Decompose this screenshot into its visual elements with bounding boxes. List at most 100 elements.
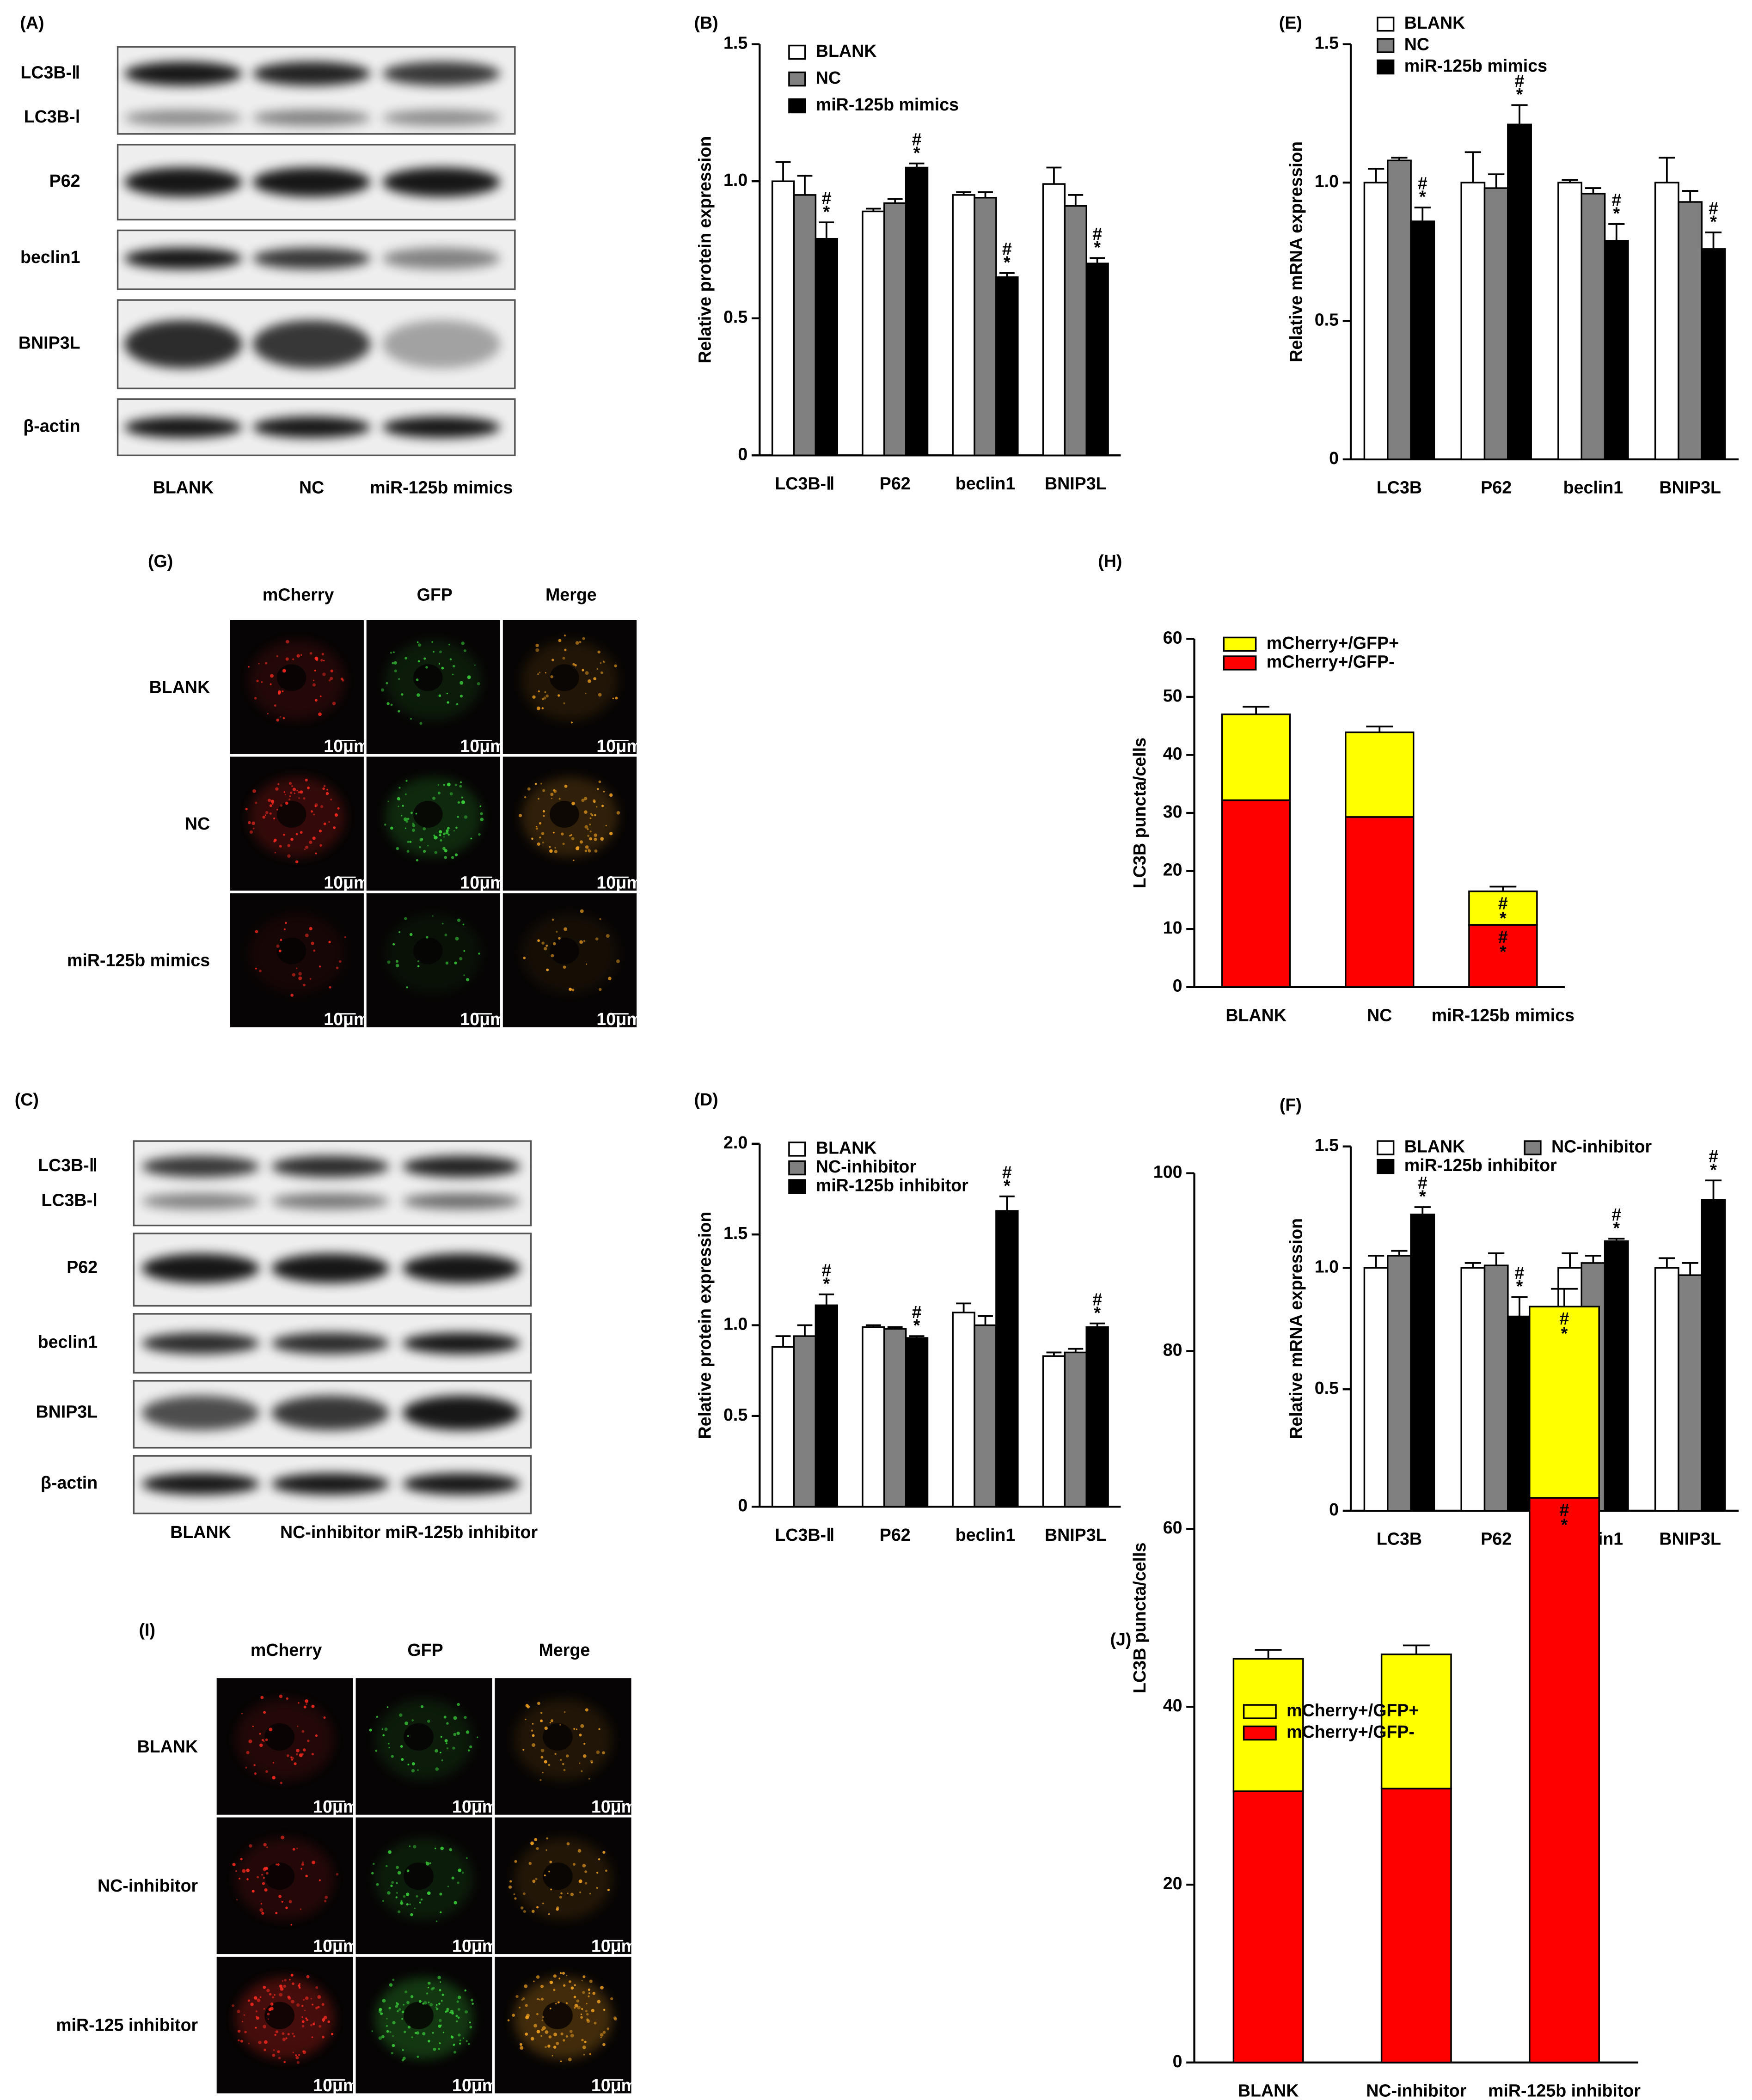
puncta	[449, 2012, 451, 2014]
puncta	[410, 1913, 413, 1917]
puncta	[281, 1900, 283, 1903]
puncta	[260, 1696, 264, 1699]
error-bar	[1414, 1206, 1431, 1215]
puncta	[411, 1719, 414, 1722]
puncta	[518, 814, 522, 818]
y-tick-label: 0	[738, 1496, 747, 1515]
nucleus	[276, 937, 306, 965]
puncta	[438, 2024, 441, 2028]
puncta	[275, 787, 279, 791]
bar	[1064, 205, 1087, 457]
puncta	[551, 2055, 553, 2057]
puncta	[464, 1989, 466, 1992]
significance-mark: #	[821, 189, 831, 208]
puncta	[285, 640, 289, 644]
puncta	[576, 1728, 578, 1730]
puncta	[410, 812, 413, 814]
puncta	[428, 2002, 430, 2003]
puncta	[307, 786, 310, 789]
bar	[995, 276, 1019, 457]
puncta	[570, 721, 573, 724]
puncta	[536, 825, 538, 827]
puncta	[382, 1734, 385, 1737]
puncta	[319, 830, 322, 833]
puncta	[454, 783, 457, 787]
puncta	[263, 1985, 266, 1989]
blot-band	[124, 61, 242, 86]
blot-band	[252, 248, 371, 269]
puncta	[616, 959, 620, 964]
puncta	[535, 648, 539, 652]
puncta	[560, 1759, 562, 1761]
nucleus	[264, 2002, 295, 2029]
puncta	[570, 834, 573, 836]
bar	[771, 1346, 795, 1508]
blot-band	[141, 1193, 260, 1209]
puncta	[319, 2025, 322, 2028]
puncta	[419, 838, 423, 842]
bar	[1085, 262, 1109, 457]
puncta	[409, 841, 412, 843]
puncta	[255, 967, 257, 970]
puncta	[290, 1756, 293, 1758]
puncta	[544, 1726, 548, 1730]
legend-swatch	[1377, 16, 1395, 32]
error-bar	[978, 191, 993, 198]
puncta	[307, 1740, 310, 1742]
puncta	[609, 793, 613, 797]
puncta	[298, 1702, 300, 1704]
scale-bar-label: 10μm	[460, 873, 505, 892]
significance-mark: #	[912, 1302, 922, 1322]
significance-mark: *	[1004, 253, 1011, 272]
puncta	[398, 710, 400, 713]
puncta	[267, 2013, 270, 2016]
puncta	[261, 1911, 264, 1915]
puncta	[589, 817, 592, 819]
puncta	[272, 1996, 274, 1998]
puncta	[553, 2033, 557, 2037]
blot-row-label: β-actin	[23, 416, 80, 435]
puncta	[533, 1980, 535, 1983]
image-row-label: NC-inhibitor	[98, 1876, 198, 1895]
puncta	[536, 2013, 539, 2015]
puncta	[435, 1749, 438, 1753]
puncta	[543, 946, 547, 951]
puncta	[607, 1888, 610, 1892]
blot-band	[124, 248, 242, 269]
puncta	[279, 1694, 283, 1698]
puncta	[548, 2035, 552, 2039]
puncta	[239, 1877, 241, 1880]
puncta	[271, 803, 274, 805]
puncta	[563, 965, 566, 969]
puncta	[393, 661, 397, 665]
significance-mark: #	[1092, 1289, 1102, 1309]
x-tick-label: P62	[1481, 478, 1512, 497]
puncta	[253, 1764, 256, 1766]
panel-label: (C)	[15, 1090, 39, 1109]
puncta	[527, 1705, 530, 1709]
puncta	[310, 1998, 312, 2000]
puncta	[536, 2030, 540, 2033]
puncta	[305, 1874, 308, 1878]
puncta	[417, 2055, 419, 2058]
significance-mark: *	[1613, 1218, 1620, 1238]
puncta	[425, 666, 428, 669]
y-tick-label: 0	[738, 444, 747, 464]
puncta	[612, 697, 614, 699]
puncta	[532, 1734, 535, 1737]
puncta	[298, 976, 302, 980]
puncta	[303, 1705, 306, 1709]
puncta	[573, 1863, 576, 1866]
puncta	[277, 2050, 280, 2053]
blot-band	[271, 1395, 389, 1431]
bar	[1654, 1267, 1679, 1512]
bar	[1042, 1355, 1066, 1508]
error-bar	[865, 1324, 881, 1327]
puncta	[457, 918, 461, 922]
significance-mark: *	[913, 1316, 920, 1335]
x-tick-label: NC-inhibitor	[1366, 2081, 1467, 2100]
puncta	[292, 2051, 294, 2053]
puncta	[541, 707, 544, 709]
puncta	[407, 1764, 410, 1766]
puncta	[300, 831, 303, 834]
